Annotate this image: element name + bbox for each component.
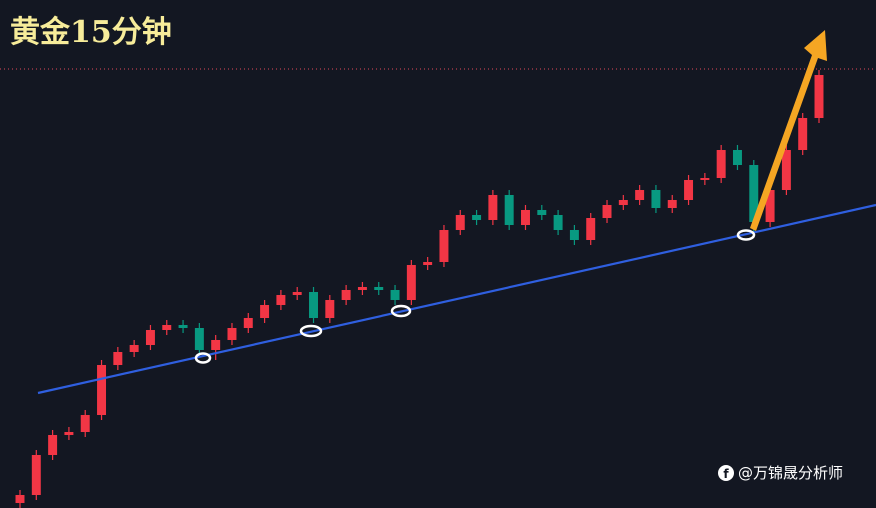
candle-body (765, 190, 775, 222)
candle-body (814, 75, 824, 118)
candle-body (325, 300, 335, 318)
candle-body (390, 290, 400, 300)
candle-body (651, 190, 661, 208)
candle-body (15, 495, 25, 503)
candle-body (309, 292, 318, 318)
candle-body (537, 210, 547, 215)
logo (718, 465, 734, 481)
touch-marker (390, 304, 412, 318)
candle-body (406, 265, 416, 300)
candle-body (129, 345, 139, 352)
candle-body (521, 210, 530, 225)
candle-body (227, 328, 237, 340)
candle-body (684, 180, 694, 200)
candle-body (667, 200, 677, 208)
arrow (750, 30, 827, 231)
candle-body (211, 340, 221, 350)
candle-body (732, 150, 742, 165)
touch-marker (736, 229, 756, 241)
candle-body (586, 218, 596, 240)
trend-line (37, 203, 876, 395)
candle-body (798, 118, 808, 150)
candle-body (97, 365, 107, 415)
candle-body (439, 230, 449, 262)
candle-body (618, 200, 628, 205)
candle-body (162, 325, 172, 330)
chart-title: 黄金15分钟 (10, 15, 172, 50)
logo-letter: f (723, 467, 729, 481)
candle-body (31, 455, 41, 495)
candle-body (569, 230, 579, 240)
touch-marker (299, 324, 323, 338)
candle-body (455, 215, 465, 230)
candle-body (635, 190, 645, 200)
candle-body (243, 318, 253, 328)
candle-body (80, 415, 90, 432)
candle-body (341, 290, 351, 300)
touch-marker (194, 352, 212, 364)
candle-body (292, 292, 302, 295)
candle-body (374, 287, 384, 290)
candle-body (423, 262, 433, 265)
candle-body (488, 195, 498, 220)
candle-body (504, 195, 514, 225)
candles (15, 70, 824, 508)
candle-body (260, 305, 270, 318)
candle-body (357, 287, 367, 290)
candle-body (472, 215, 482, 220)
candle-body (145, 330, 155, 345)
candle-body (553, 215, 563, 230)
candle-body (781, 150, 791, 190)
candle-body (716, 150, 726, 178)
candle-body (64, 432, 74, 435)
candle-body (113, 352, 123, 365)
candle-body (276, 295, 286, 305)
candle-body (602, 205, 612, 218)
candle-body (48, 435, 58, 455)
candle-body (194, 328, 204, 350)
candle-body (700, 178, 710, 180)
watermark: @万锦晟分析师 (738, 464, 843, 482)
candle-body (178, 325, 188, 328)
candle-body (749, 165, 759, 222)
